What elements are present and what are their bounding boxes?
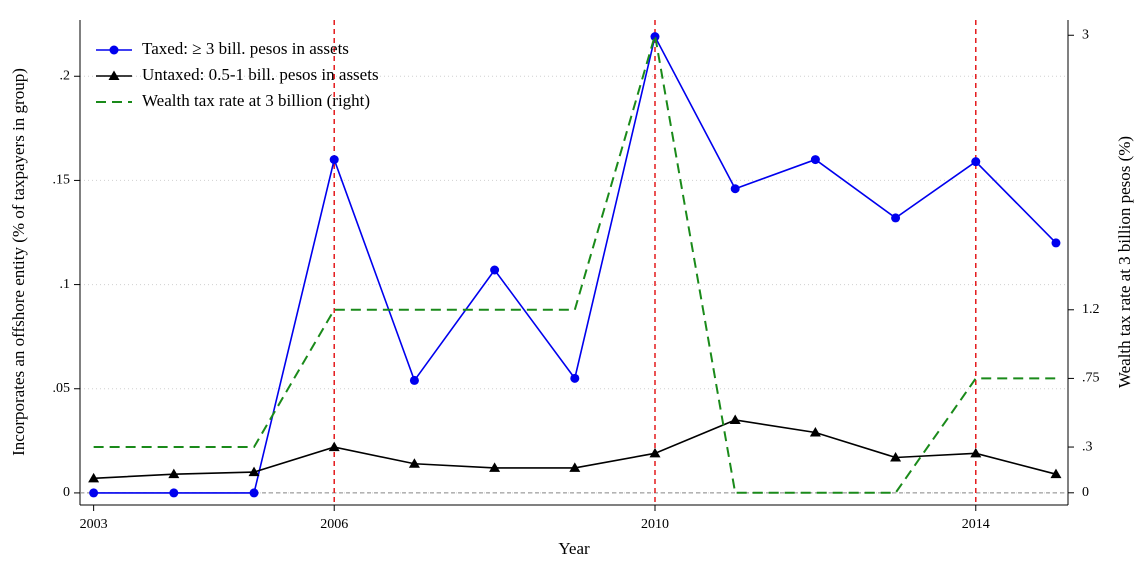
y2-tick-label: 0 — [1082, 485, 1089, 500]
series-line — [93, 34, 1056, 494]
point — [88, 472, 100, 483]
y-tick-label: .05 — [53, 381, 71, 396]
x-axis-label: Year — [558, 539, 590, 558]
point — [730, 184, 740, 194]
point — [809, 427, 821, 437]
y2-tick-label: 3 — [1082, 27, 1089, 42]
y-tick-label: 0 — [63, 485, 70, 500]
point — [1051, 238, 1061, 248]
point — [490, 265, 500, 275]
point — [890, 452, 902, 462]
y-axis-label: Incorporates an offshore entity (% of ta… — [9, 68, 28, 456]
point — [249, 488, 259, 498]
point — [569, 462, 581, 472]
legend-label: Taxed: ≥ 3 bill. pesos in assets — [142, 39, 349, 58]
point — [1050, 468, 1062, 479]
y2-axis-label: Wealth tax rate at 3 billion pesos (%) — [1115, 136, 1134, 388]
x-tick-label: 2014 — [962, 517, 990, 532]
point — [329, 155, 339, 165]
point — [970, 447, 982, 458]
point — [649, 447, 661, 458]
point — [168, 468, 180, 479]
legend-label: Wealth tax rate at 3 billion (right) — [142, 91, 370, 110]
point — [650, 32, 660, 42]
y2-tick-label: .75 — [1082, 371, 1100, 386]
point — [891, 213, 901, 223]
legend-label: Untaxed: 0.5-1 bill. pesos in assets — [142, 65, 379, 84]
point — [810, 155, 820, 165]
point — [328, 441, 340, 452]
point — [409, 375, 419, 385]
y-tick-label: .1 — [60, 277, 71, 292]
y-tick-label: .15 — [53, 173, 71, 188]
point — [489, 462, 501, 472]
point — [408, 458, 420, 468]
y-tick-label: .2 — [60, 68, 71, 83]
point — [570, 373, 580, 383]
legend-marker — [109, 45, 119, 55]
legend-marker — [108, 70, 120, 80]
y2-tick-label: .3 — [1082, 439, 1093, 454]
point — [89, 488, 99, 498]
x-tick-label: 2010 — [641, 517, 669, 532]
point — [169, 488, 179, 498]
y2-tick-label: 1.2 — [1082, 302, 1100, 317]
x-tick-label: 2003 — [80, 517, 108, 532]
point — [729, 414, 741, 424]
x-tick-label: 2006 — [320, 517, 348, 532]
point — [248, 466, 260, 477]
point — [971, 157, 981, 167]
